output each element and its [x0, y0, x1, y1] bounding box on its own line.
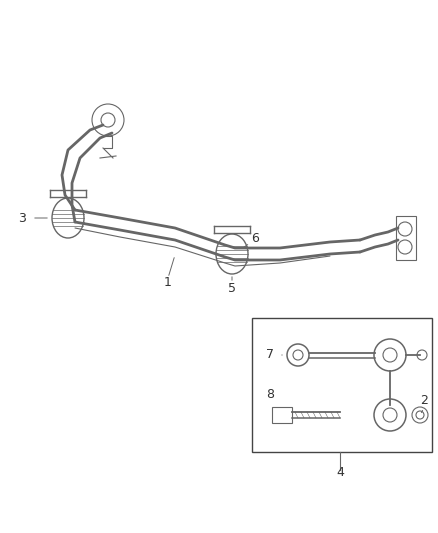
Bar: [252, 318, 432, 452]
Bar: [396, 216, 416, 260]
Text: 8: 8: [266, 389, 274, 401]
Text: 6: 6: [251, 231, 259, 245]
Text: 2: 2: [420, 393, 428, 407]
Bar: [272, 407, 292, 423]
Text: 5: 5: [228, 281, 236, 295]
Text: 4: 4: [336, 465, 344, 479]
Text: 3: 3: [18, 212, 26, 224]
Text: 7: 7: [266, 349, 274, 361]
Text: 1: 1: [164, 277, 172, 289]
